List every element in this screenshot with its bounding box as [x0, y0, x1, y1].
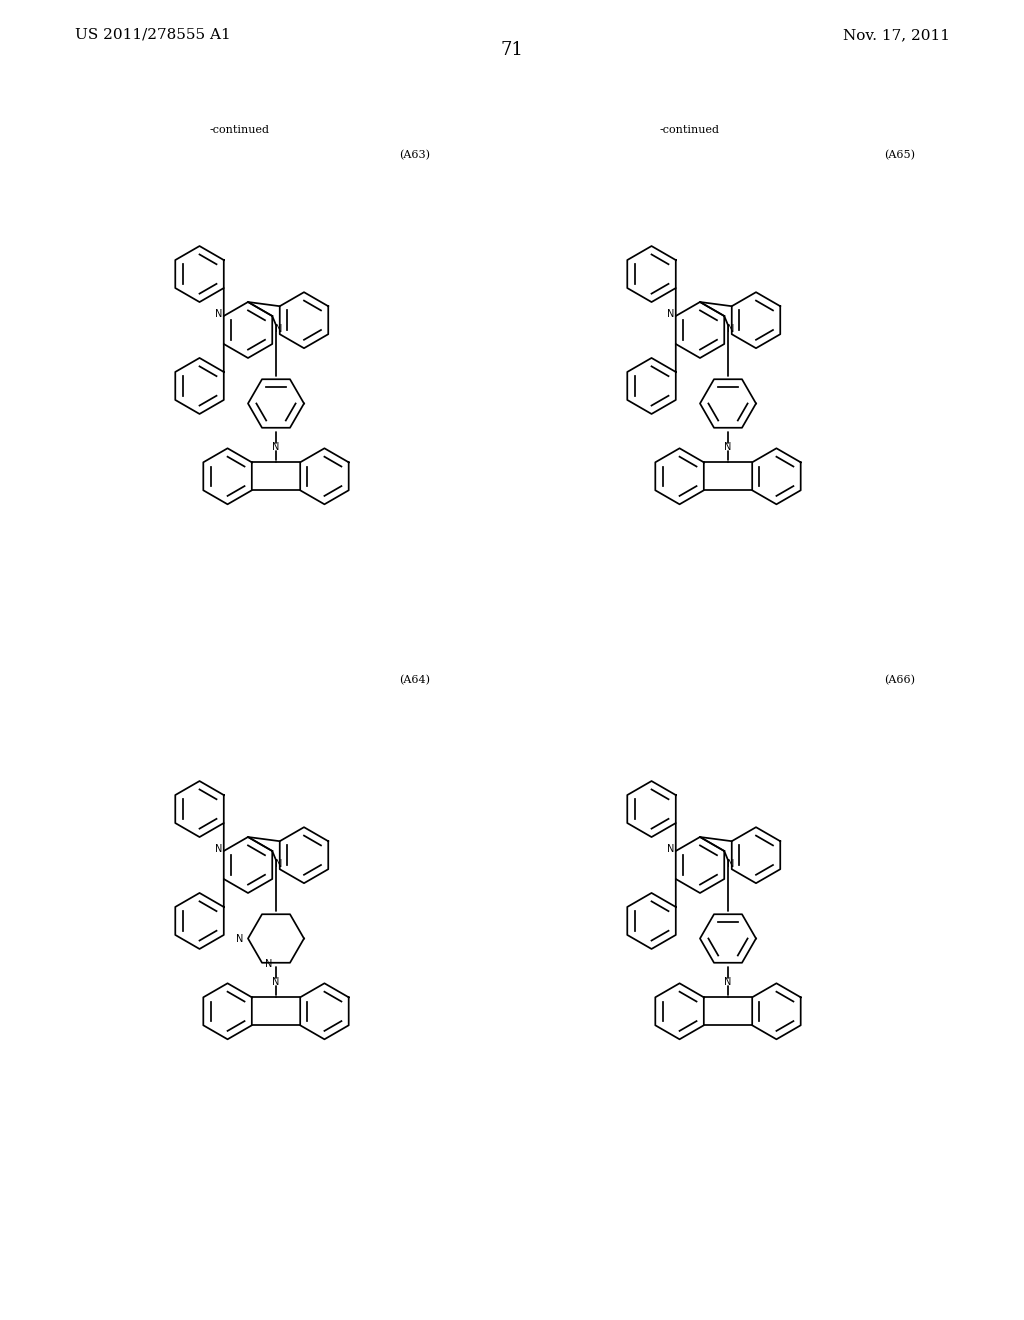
- Text: N: N: [215, 843, 222, 854]
- Text: N: N: [215, 309, 222, 319]
- Text: Nov. 17, 2011: Nov. 17, 2011: [843, 28, 950, 42]
- Text: N: N: [724, 977, 732, 987]
- Text: N: N: [272, 442, 280, 451]
- Text: N: N: [264, 958, 272, 969]
- Text: N: N: [667, 309, 675, 319]
- Text: (A66): (A66): [885, 675, 915, 685]
- Text: (A64): (A64): [399, 675, 430, 685]
- Text: (A65): (A65): [885, 150, 915, 160]
- Text: N: N: [275, 859, 283, 869]
- Text: N: N: [236, 933, 244, 944]
- Text: N: N: [724, 442, 732, 451]
- Text: N: N: [667, 843, 675, 854]
- Text: -continued: -continued: [210, 125, 270, 135]
- Text: N: N: [727, 325, 734, 334]
- Text: (A63): (A63): [399, 150, 430, 160]
- Text: N: N: [727, 859, 734, 869]
- Text: US 2011/278555 A1: US 2011/278555 A1: [75, 28, 230, 42]
- Text: -continued: -continued: [660, 125, 720, 135]
- Text: N: N: [275, 325, 283, 334]
- Text: 71: 71: [501, 41, 523, 59]
- Text: N: N: [272, 977, 280, 987]
